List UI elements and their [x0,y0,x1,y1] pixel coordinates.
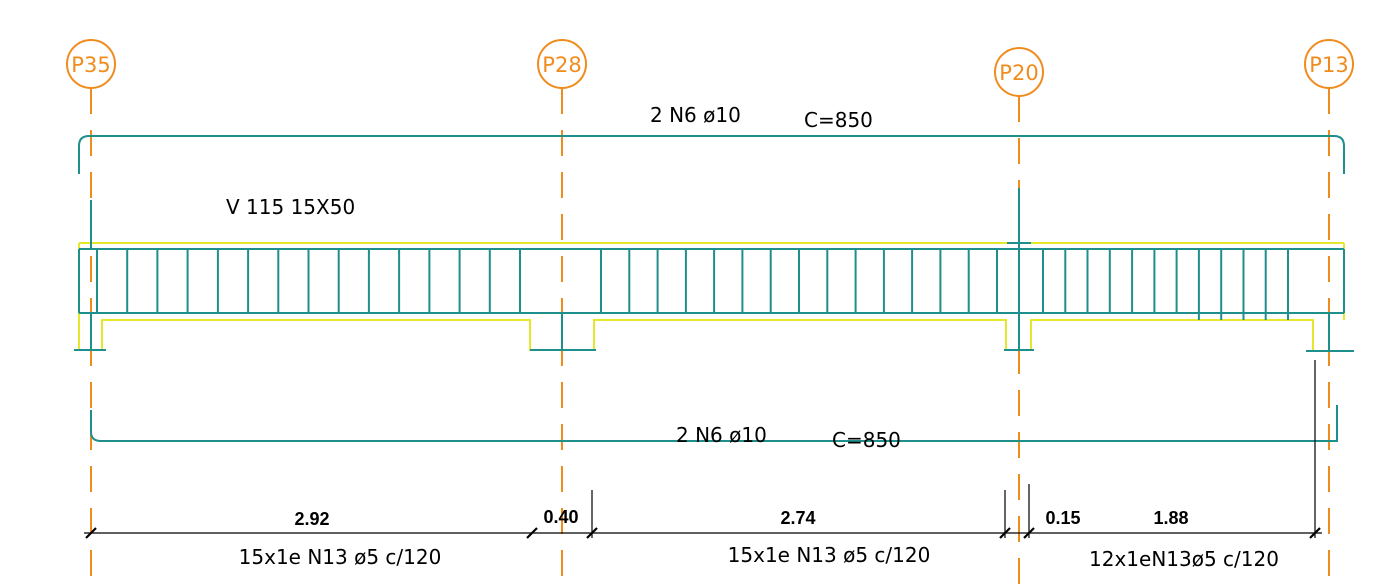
dimension-label-3: 2.74 [780,508,815,528]
pillar-label-p35: P35 [71,53,110,77]
beam-cage [78,188,1345,314]
pillar-label-p13: P13 [1309,53,1348,77]
bottom-rebar-label: 2 N6 ø10 [676,423,767,447]
stirrup-set [96,249,1289,320]
top-rebar-line [78,135,1345,174]
pillar-bubble-p20 [994,47,1044,97]
dimension-label-1: 2.92 [294,509,329,529]
pillar-label-p20: P20 [999,61,1038,85]
bottom-rebar-line [90,405,1338,442]
stirrup-note-span-1: 15x1e N13 ø5 c/120 [239,545,442,569]
dimension-label-2: 0.40 [543,507,578,527]
bottom-rebar-length: C=850 [832,428,901,452]
pillar-bubbles [66,39,1354,97]
pillar-bubble-p35 [66,39,116,89]
pillar-axes [90,88,1330,584]
beam-label: V 115 15X50 [226,195,355,219]
pillar-bubble-p13 [1304,39,1354,89]
pillar-bubble-p28 [537,39,587,89]
top-rebar-length: C=850 [804,108,873,132]
top-rebar-label: 2 N6 ø10 [650,103,741,127]
pillar-label-p28: P28 [542,53,581,77]
stirrup-note-span-2: 15x1e N13 ø5 c/120 [728,543,931,567]
dimension-label-4: 0.15 [1045,508,1080,528]
dimension-label-5: 1.88 [1153,508,1188,528]
stirrup-note-span-3: 12x1eN13ø5 c/120 [1089,547,1279,571]
dimension-ticks [85,527,1321,539]
dimension-line [84,360,1322,538]
support-marks [74,313,1354,352]
